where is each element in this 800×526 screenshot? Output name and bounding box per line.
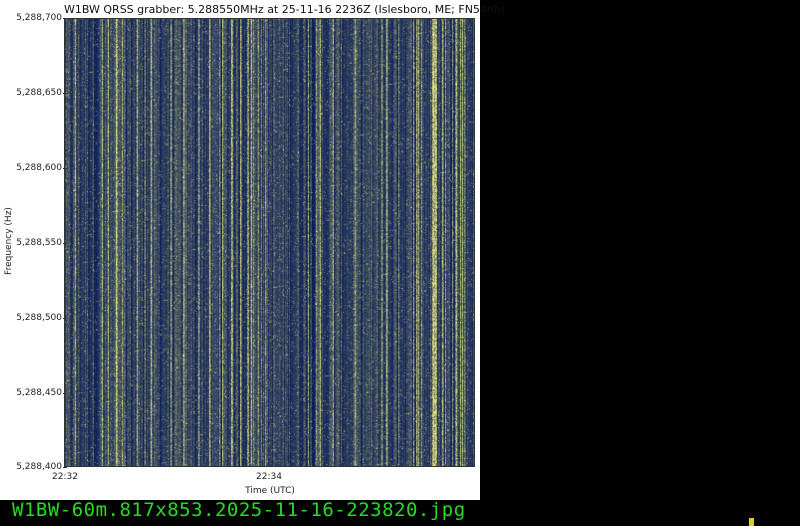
plot-title: W1BW QRSS grabber: 5.288550MHz at 25-11-…: [64, 3, 506, 16]
x-tick: 22:32: [52, 472, 78, 482]
y-axis-label: Frequency (Hz): [4, 207, 14, 275]
x-tick: 22:34: [256, 472, 282, 482]
y-tick: 5,288,400: [16, 462, 67, 472]
y-tick: 5,288,450: [16, 388, 67, 398]
spectrogram-panel: W1BW QRSS grabber: 5.288550MHz at 25-11-…: [0, 0, 506, 500]
text-cursor: [749, 518, 754, 526]
y-tick: 5,288,600: [16, 163, 67, 173]
y-tick: 5,288,650: [16, 88, 67, 98]
y-tick: 5,288,550: [16, 238, 67, 248]
x-axis-label: Time (UTC): [245, 486, 295, 496]
y-tick: 5,288,700: [16, 13, 67, 23]
spectrogram-canvas: [65, 19, 474, 466]
filename-label: W1BW-60m.817x853.2025-11-16-223820.jpg: [12, 499, 466, 521]
spectrogram-plot: [64, 18, 475, 467]
y-tick: 5,288,500: [16, 313, 67, 323]
